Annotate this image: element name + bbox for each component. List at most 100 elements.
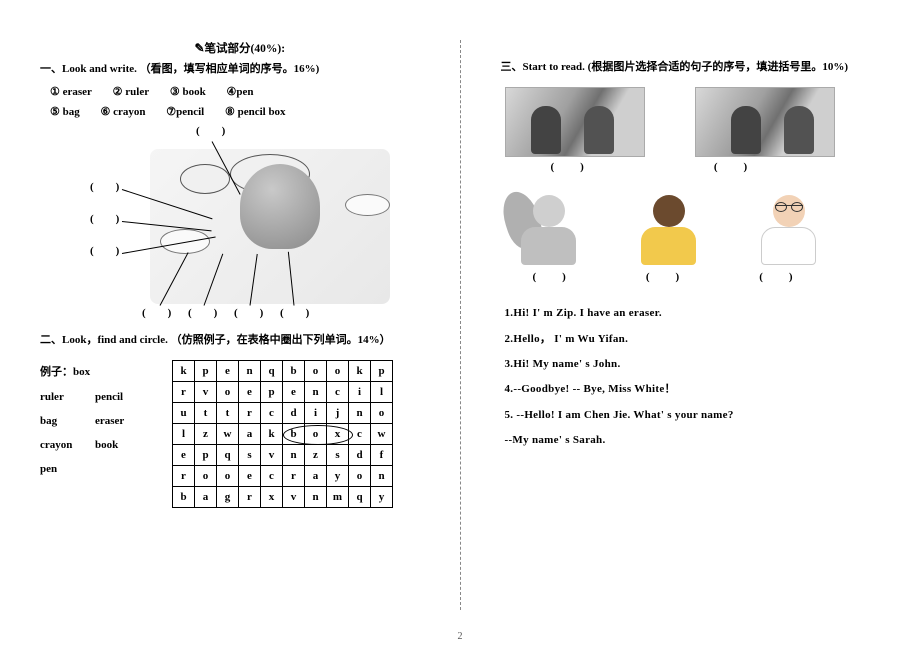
- grid-cell: r: [173, 382, 195, 403]
- avatar-boy-2: [751, 187, 826, 265]
- grid-cell: o: [371, 403, 393, 424]
- sent-2: 2.Hello， I' m Wu Yifan.: [505, 327, 891, 352]
- grid-cell: f: [371, 445, 393, 466]
- sent-4: 4.--Goodbye! -- Bye, Miss White！: [505, 377, 891, 402]
- grid-cell: l: [371, 382, 393, 403]
- w-pencil: pencil: [95, 385, 150, 409]
- grid-cell: j: [327, 403, 349, 424]
- grid-cell: p: [195, 361, 217, 382]
- blank-bottom-4[interactable]: [280, 307, 309, 319]
- avatar-boy-1: [631, 187, 706, 265]
- grid-cell: e: [239, 466, 261, 487]
- grid-cell: v: [195, 382, 217, 403]
- grid-cell: n: [283, 445, 305, 466]
- grid-cell: n: [349, 403, 371, 424]
- grid-cell: m: [327, 487, 349, 508]
- grid-cell: x: [261, 487, 283, 508]
- column-divider: [460, 40, 461, 610]
- grid-cell: o: [327, 361, 349, 382]
- grid-cell: e: [173, 445, 195, 466]
- w-book: book: [95, 433, 150, 457]
- grid-cell: o: [305, 361, 327, 382]
- word-pencilbox: ⑧ pencil box: [225, 103, 286, 123]
- blank-bottom-3[interactable]: [234, 307, 263, 319]
- blank-left-2[interactable]: [90, 213, 119, 225]
- word-bag: ⑤ bag: [50, 103, 80, 123]
- w-ruler: ruler: [40, 385, 95, 409]
- grid-cell: o: [305, 424, 327, 445]
- grid-cell: d: [283, 403, 305, 424]
- sent-1: 1.Hi! I' m Zip. I have an eraser.: [505, 301, 891, 326]
- blank-left-3[interactable]: [90, 245, 119, 257]
- grid-cell: e: [239, 382, 261, 403]
- blank-bottom-1[interactable]: [142, 307, 171, 319]
- blank-left-1[interactable]: [90, 181, 119, 193]
- photo-2: [695, 87, 835, 157]
- grid-cell: n: [371, 466, 393, 487]
- blank-photo-2[interactable]: [714, 161, 747, 173]
- header-text: 笔试部分(40%):: [205, 43, 286, 55]
- grid-cell: r: [173, 466, 195, 487]
- grid-cell: r: [283, 466, 305, 487]
- ex3-title: 三、Start to read. (根据图片选择合适的句子的序号，填进括号里。1…: [501, 60, 891, 75]
- sent-3: 3.Hi! My name' s John.: [505, 352, 891, 377]
- grid-cell: k: [173, 361, 195, 382]
- grid-cell: k: [261, 424, 283, 445]
- grid-cell: s: [327, 445, 349, 466]
- grid-cell: v: [261, 445, 283, 466]
- grid-cell: q: [217, 445, 239, 466]
- word-ruler: ② ruler: [113, 83, 149, 103]
- grid-cell: r: [239, 403, 261, 424]
- grid-cell: l: [173, 424, 195, 445]
- sent-5b: --My name' s Sarah.: [505, 428, 891, 453]
- grid-cell: t: [195, 403, 217, 424]
- photo-1: [505, 87, 645, 157]
- grid-cell: e: [283, 382, 305, 403]
- w-crayon2: crayon: [40, 433, 95, 457]
- grid-cell: i: [305, 403, 327, 424]
- grid-cell: s: [239, 445, 261, 466]
- grid-cell: n: [305, 487, 327, 508]
- blank-avatar-2[interactable]: [646, 271, 679, 283]
- grid-cell: k: [349, 361, 371, 382]
- grid-cell: p: [261, 382, 283, 403]
- ex1-words-row2: ⑤ bag ⑥ crayon ⑦pencil ⑧ pencil box: [40, 103, 440, 123]
- grid-cell: a: [305, 466, 327, 487]
- blank-avatar-3[interactable]: [759, 271, 792, 283]
- test-section-header: ✎笔试部分(40%):: [40, 40, 440, 56]
- grid-cell: o: [195, 466, 217, 487]
- grid-cell: y: [371, 487, 393, 508]
- ex2-title: 二、Look，find and circle. （仿照例子，在表格中圈出下列单词…: [40, 333, 440, 348]
- grid-cell: b: [283, 424, 305, 445]
- grid-cell: o: [349, 466, 371, 487]
- grid-cell: d: [349, 445, 371, 466]
- grid-cell: z: [195, 424, 217, 445]
- w-pen: pen: [40, 457, 95, 481]
- blank-avatar-1[interactable]: [533, 271, 566, 283]
- grid-cell: t: [217, 403, 239, 424]
- blank-photo-1[interactable]: [551, 161, 584, 173]
- ex1-figure: [40, 129, 420, 319]
- grid-cell: w: [371, 424, 393, 445]
- ex1-words-row1: ① eraser ② ruler ③ book ④pen: [40, 83, 440, 103]
- ex3-sentence-list: 1.Hi! I' m Zip. I have an eraser. 2.Hell…: [501, 301, 891, 453]
- blank-top[interactable]: [196, 125, 225, 137]
- blank-bottom-2[interactable]: [188, 307, 217, 319]
- grid-cell: o: [217, 466, 239, 487]
- grid-cell: q: [261, 361, 283, 382]
- word-book: ③ book: [170, 83, 206, 103]
- page-number: 2: [458, 631, 463, 642]
- grid-cell: i: [349, 382, 371, 403]
- w-bag: bag: [40, 409, 95, 433]
- word-pencil: ⑦pencil: [166, 103, 204, 123]
- grid-cell: c: [261, 466, 283, 487]
- grid-cell: n: [239, 361, 261, 382]
- pencil-icon: ✎: [194, 41, 204, 55]
- grid-cell: n: [305, 382, 327, 403]
- grid-cell: g: [217, 487, 239, 508]
- grid-cell: c: [327, 382, 349, 403]
- grid-cell: v: [283, 487, 305, 508]
- word-eraser: ① eraser: [50, 83, 92, 103]
- grid-cell: q: [349, 487, 371, 508]
- grid-cell: x: [327, 424, 349, 445]
